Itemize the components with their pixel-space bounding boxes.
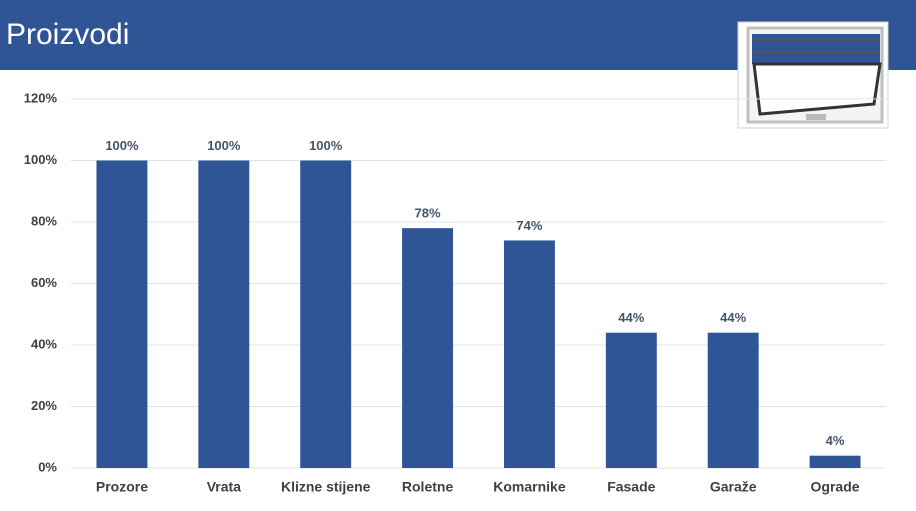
x-tick-label: Klizne stijene [281, 479, 371, 495]
bar [300, 160, 352, 468]
value-label: 100% [105, 138, 139, 153]
x-tick-label: Fasade [607, 479, 655, 495]
x-tick-label: Prozore [96, 479, 148, 495]
y-tick-label: 20% [31, 398, 57, 413]
x-tick-label: Roletne [402, 479, 454, 495]
chart-title: Proizvodi [6, 18, 129, 51]
y-tick-label: 0% [38, 459, 57, 474]
bar [605, 332, 657, 468]
value-label: 100% [207, 138, 241, 153]
window-top [752, 34, 880, 64]
value-label: 44% [720, 310, 746, 325]
x-tick-label: Komarnike [493, 479, 566, 495]
x-tick-label: Garaže [710, 479, 757, 495]
x-tick-label: Vrata [207, 479, 241, 495]
bar [707, 332, 759, 468]
y-tick-label: 60% [31, 275, 57, 290]
window-pane [752, 62, 882, 116]
bar [809, 455, 861, 468]
y-tick-label: 100% [24, 152, 58, 167]
y-tick-label: 40% [31, 336, 57, 351]
y-tick-label: 80% [31, 213, 57, 228]
value-label: 44% [618, 310, 644, 325]
x-tick-label: Ograde [811, 479, 860, 495]
window-handle [806, 114, 826, 120]
bar [402, 228, 454, 468]
value-label: 78% [415, 206, 441, 221]
bar [198, 160, 250, 468]
value-label: 100% [309, 138, 343, 153]
bar [96, 160, 148, 468]
window-image [737, 21, 889, 129]
value-label: 4% [826, 433, 845, 448]
y-tick-label: 120% [24, 90, 58, 105]
value-label: 74% [516, 218, 542, 233]
bar [503, 240, 555, 468]
